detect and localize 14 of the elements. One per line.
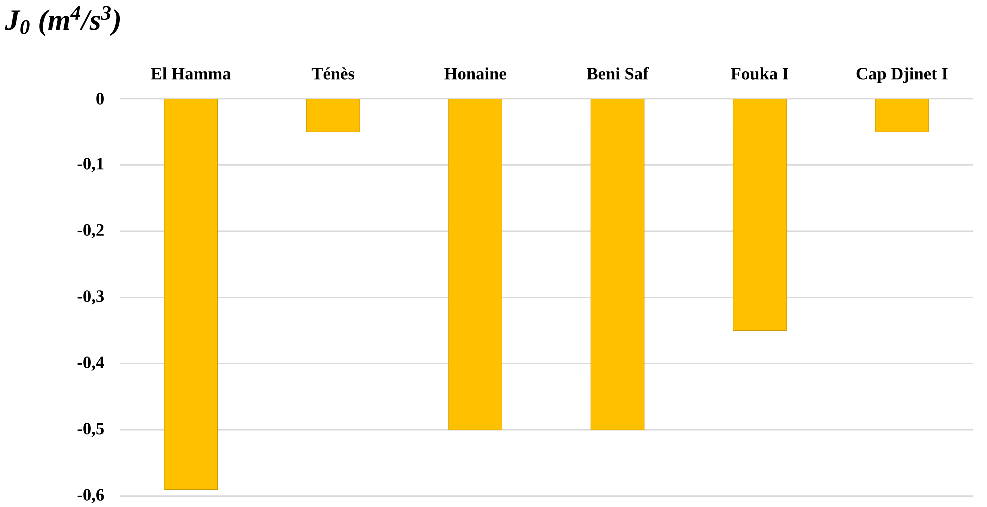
x-tick-label: Beni Saf <box>587 67 649 80</box>
y-tick-label: -0,1 <box>78 158 104 172</box>
y-tick-label: 0 <box>96 93 104 105</box>
x-tick-label: Cap Djinet I <box>856 68 948 84</box>
y-tick-label: -0,3 <box>78 290 104 305</box>
x-tick-label: Fouka I <box>731 68 789 80</box>
y-tick-label: -0,6 <box>78 489 104 504</box>
x-tick-label: El Hamma <box>151 68 232 80</box>
y-tick-label: -0,4 <box>78 356 104 371</box>
x-tick-label: Ténès <box>312 68 355 80</box>
y-tick-label: -0,5 <box>78 423 104 438</box>
y-tick-label: -0,2 <box>78 224 104 239</box>
x-tick-label: Honaine <box>444 68 506 80</box>
chart-title: J$_{0}$ (m$^{4}$/s$^{3}$) <box>5 6 120 36</box>
